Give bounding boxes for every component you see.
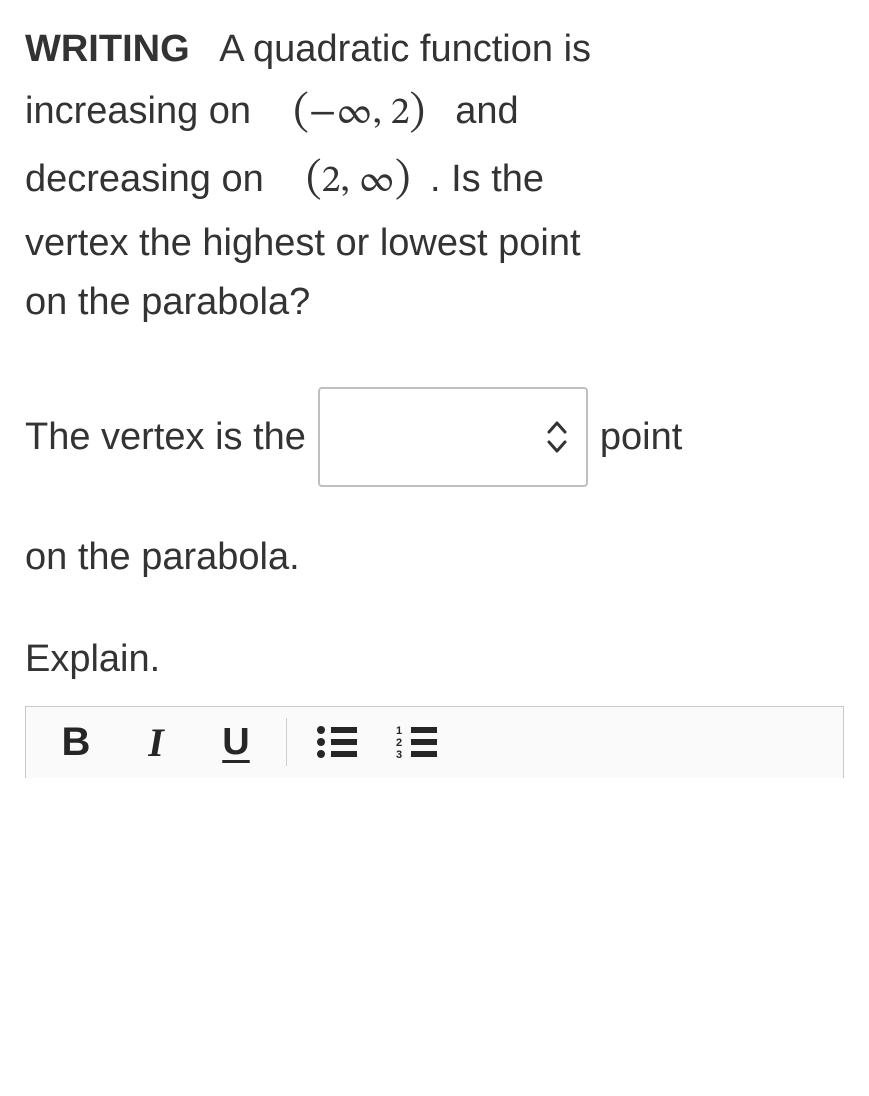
explain-label: Explain. (25, 638, 844, 681)
question-text: WRITING A quadratic function is increasi… (25, 20, 625, 332)
bullet-list-button[interactable] (297, 712, 377, 772)
numbered-list-button[interactable]: 1 2 3 (377, 712, 457, 772)
bold-button[interactable]: B (36, 712, 116, 772)
bullet-list-icon (315, 724, 359, 760)
underline-icon: U (222, 721, 249, 764)
toolbar-divider (286, 718, 287, 766)
answer-prefix: The vertex is the (25, 407, 306, 468)
answer-select-wrap (318, 387, 588, 487)
question-period: . (430, 158, 441, 200)
svg-text:2: 2 (396, 737, 402, 749)
answer-select[interactable] (318, 387, 588, 487)
answer-suffix: point (600, 407, 682, 468)
bold-icon: B (62, 720, 91, 765)
interval-2: (2, ∞) (306, 163, 419, 201)
interval-1: (−∞, 2) (293, 95, 434, 133)
svg-text:1: 1 (396, 725, 402, 737)
answer-line2: on the parabola. (25, 527, 844, 588)
numbered-list-icon: 1 2 3 (395, 724, 439, 760)
italic-button[interactable]: I (116, 712, 196, 772)
svg-text:3: 3 (396, 749, 402, 760)
underline-button[interactable]: U (196, 712, 276, 772)
editor-toolbar: B I U 1 2 3 (25, 706, 844, 778)
italic-icon: I (148, 719, 164, 766)
question-label: WRITING (25, 28, 190, 70)
